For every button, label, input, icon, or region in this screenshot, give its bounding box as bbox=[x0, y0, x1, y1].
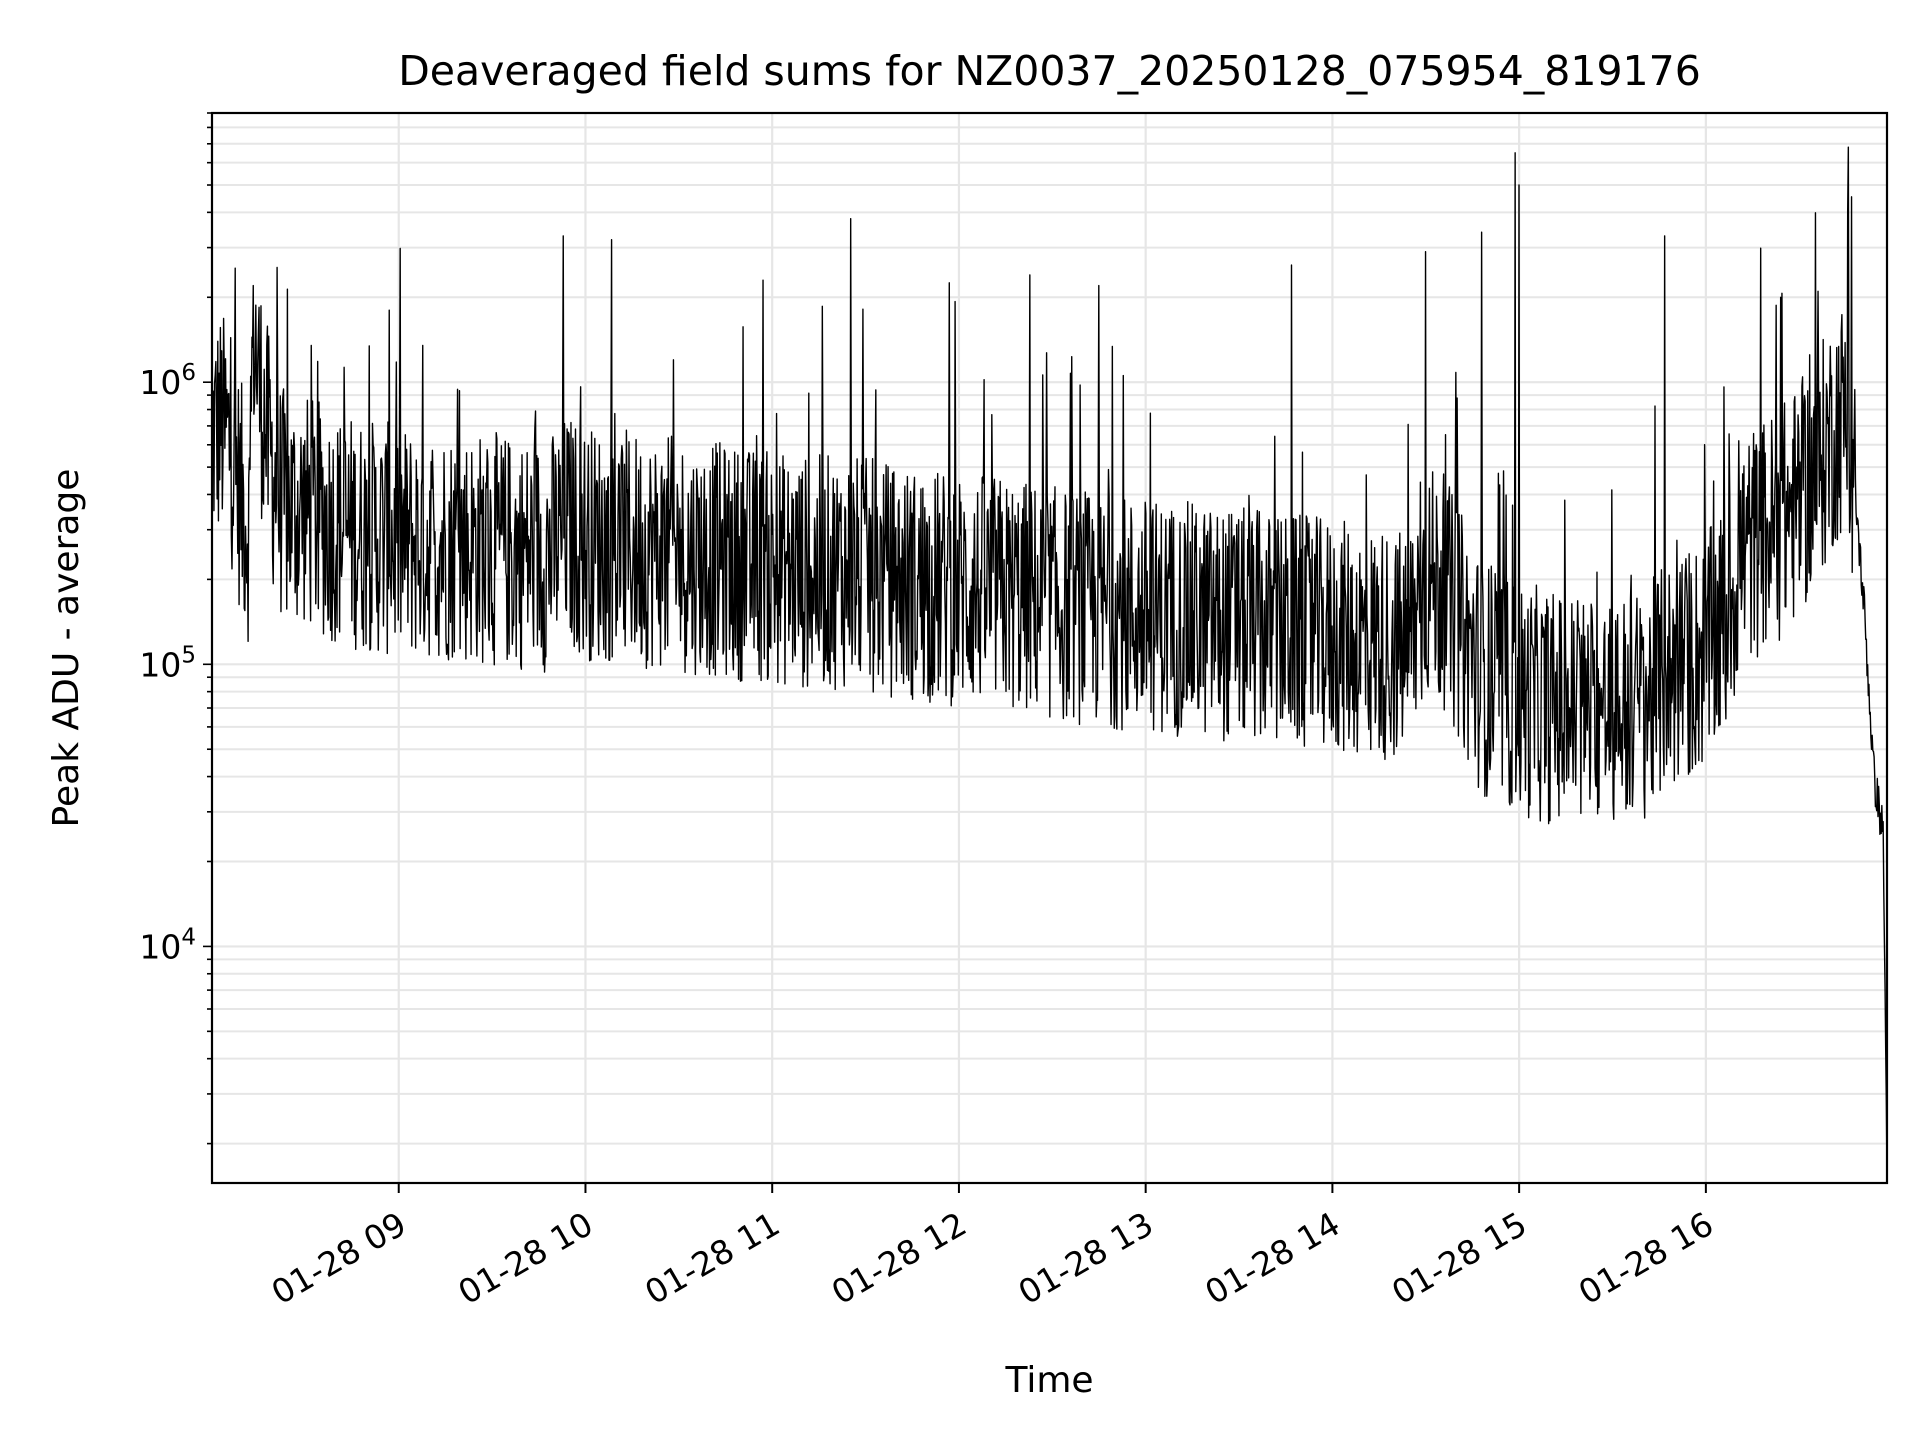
x-tick-label: 01-28 14 bbox=[1198, 1204, 1346, 1312]
line-layer bbox=[211, 146, 1888, 1178]
series-line bbox=[211, 146, 1888, 1178]
x-tick-label: 01-28 09 bbox=[265, 1204, 413, 1312]
x-axis-label: Time bbox=[1004, 1360, 1093, 1401]
plot-frame bbox=[210, 111, 1889, 1185]
y-tick-label: 104 bbox=[139, 924, 196, 966]
y-axis-label: Peak ADU - average bbox=[46, 469, 87, 828]
y-tick-label: 105 bbox=[139, 642, 196, 684]
y-tick-label: 106 bbox=[139, 360, 196, 402]
x-tick-label: 01-28 15 bbox=[1385, 1204, 1533, 1312]
x-tick-label: 01-28 13 bbox=[1012, 1204, 1160, 1312]
x-tick-label: 01-28 12 bbox=[825, 1204, 973, 1312]
tick-layer: 01-28 09 01-28 10 01-28 11 01-28 12 01-28 13… bbox=[139, 112, 1720, 1312]
x-tick-label: 01-28 11 bbox=[638, 1204, 786, 1312]
x-tick-label: 01-28 10 bbox=[451, 1204, 599, 1312]
x-tick-label: 01-28 16 bbox=[1572, 1204, 1720, 1312]
chart-title: Deaveraged field sums for NZ0037_2025012… bbox=[398, 47, 1701, 95]
